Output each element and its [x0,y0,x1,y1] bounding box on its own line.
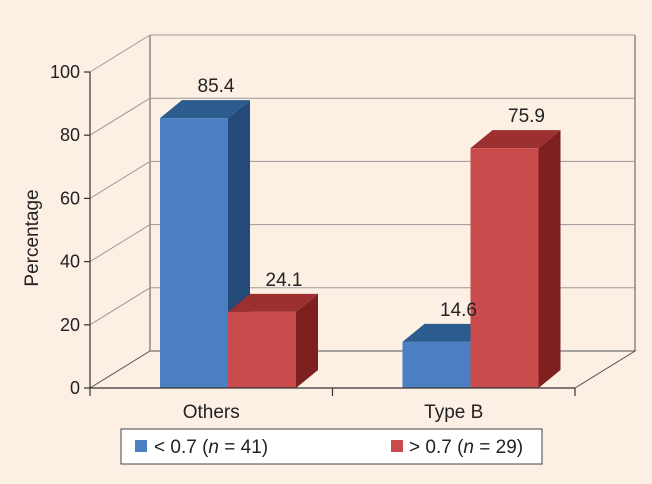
y-tick-label-1: 20 [60,315,80,335]
bar-2-2-front [470,148,539,388]
data-label-1-1: 85.4 [198,76,235,97]
data-label-2-2: 75.9 [508,106,545,127]
gridline-depth-2 [89,224,151,263]
bar-2-1-front [228,311,296,388]
gridline-depth-5 [89,34,151,73]
bar-2-2-side [538,130,561,388]
legend-label-series-2-prefix: > 0.7 ( [409,437,464,458]
legend-swatch-series-1 [135,440,147,452]
bar-2-1-side [296,293,318,388]
y-tick-label-3: 60 [60,188,80,208]
legend: < 0.7 (n = 41) > 0.7 (n = 29) [120,428,543,465]
y-tick-label-5: 100 [50,62,80,82]
gridline-depth-4 [89,97,151,136]
legend-label-series-2-suffix: = 29) [474,437,523,458]
y-tick-label-2: 40 [60,252,80,272]
legend-label-series-1-var: n [208,437,219,458]
bar-1-1-top [160,100,250,119]
legend-box [120,428,543,465]
legend-label-series-2: > 0.7 (n = 29) [409,437,523,458]
bar-1-2-top [402,323,493,342]
legend-label-series-1-prefix: < 0.7 ( [154,437,209,458]
legend-label-series-2-var: n [463,437,474,458]
bar-2-1 [228,293,318,388]
legend-swatch-series-2 [391,440,403,452]
bar-1-2-front [402,341,471,388]
data-label-2-1: 24.1 [266,270,303,291]
bar-2-1-top [228,293,318,312]
axes-group: 0 20 40 60 80 100 Others Type B [50,62,576,423]
data-labels-group: 85.4 24.1 14.6 75.9 [198,76,545,321]
bar-2-2-top [470,130,561,149]
legend-label-series-1-suffix: = 41) [219,437,268,458]
gridline-depth-3 [89,160,151,199]
y-tick-label-4: 80 [60,125,80,145]
x-tick-label-0: Others [183,402,240,423]
y-tick-label-0: 0 [70,378,80,398]
bars-group [160,100,561,389]
x-tick-label-1: Type B [424,402,483,423]
legend-label-series-1: < 0.7 (n = 41) [154,437,268,458]
gridline-depth-1 [89,287,151,326]
data-label-1-2: 14.6 [440,300,477,321]
bar-1-1-front [160,118,228,389]
y-axis-label: Percentage [22,189,43,286]
bar-2-2 [470,130,561,388]
